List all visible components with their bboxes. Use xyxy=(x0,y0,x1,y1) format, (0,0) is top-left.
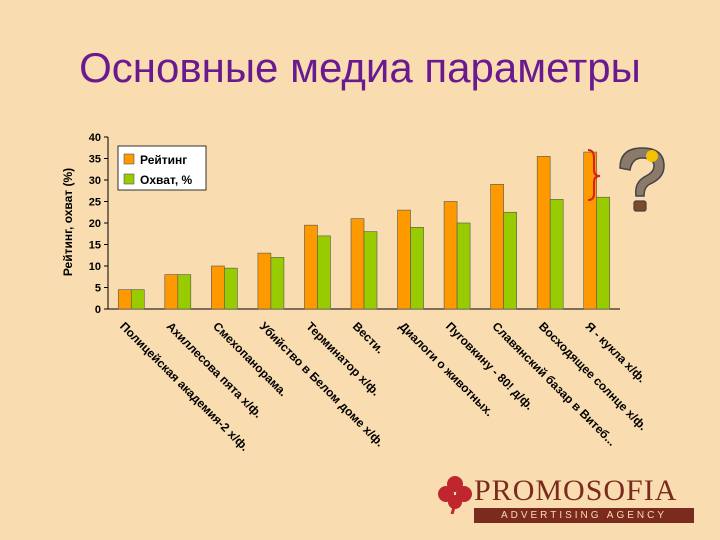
x-tick-label: Диалоги о животных. xyxy=(396,319,496,419)
bar-rating xyxy=(304,224,318,310)
legend-swatch xyxy=(123,153,135,165)
bar-rating xyxy=(350,218,365,310)
logo-tagline: ADVERTISING AGENCY xyxy=(474,508,694,523)
page-title: Основные медиа параметры xyxy=(79,44,641,91)
bar-rating xyxy=(257,252,272,310)
y-tick-label: 20 xyxy=(89,218,101,230)
y-tick-label: 15 xyxy=(89,240,101,252)
bar-reach xyxy=(410,227,424,310)
legend-label: Охват, % xyxy=(140,173,193,187)
bar-reach xyxy=(363,231,378,310)
y-tick-label: 35 xyxy=(89,154,101,166)
bar-reach xyxy=(224,267,238,310)
red-brace-icon xyxy=(587,149,601,201)
bar-reach xyxy=(270,257,285,310)
bar-rating xyxy=(443,201,458,310)
bar-rating xyxy=(211,265,225,310)
logo-name: PROMOSOFIA xyxy=(474,474,678,507)
y-tick-label: 25 xyxy=(89,197,101,209)
bar-reach xyxy=(456,222,471,310)
legend-swatch xyxy=(123,173,135,185)
bar-reach xyxy=(596,196,611,310)
legend-label: Рейтинг xyxy=(140,153,187,167)
clover-icon xyxy=(438,476,472,514)
bar-reach xyxy=(549,199,564,310)
bar-reach xyxy=(503,211,517,310)
y-tick-label: 40 xyxy=(89,132,101,144)
bar-reach xyxy=(317,235,331,310)
x-tick-label: Вести. xyxy=(350,319,387,356)
bar-rating xyxy=(117,289,132,310)
question-mark-icon xyxy=(619,147,665,212)
y-tick-label: 10 xyxy=(89,261,101,273)
bar-rating xyxy=(164,274,179,310)
y-tick-label: 5 xyxy=(95,283,101,295)
bar-rating xyxy=(536,156,551,310)
y-tick-label: 30 xyxy=(89,175,101,187)
bar-rating xyxy=(583,151,598,310)
y-tick-label: 0 xyxy=(95,304,101,316)
bar-reach xyxy=(130,289,145,310)
y-axis-label: Рейтинг, охват (%) xyxy=(61,168,75,276)
x-tick-label: Пуговкину - 80! д/ф. xyxy=(443,319,537,413)
bar-rating xyxy=(397,209,411,310)
bar-reach xyxy=(177,274,192,310)
bar-rating xyxy=(490,184,504,310)
